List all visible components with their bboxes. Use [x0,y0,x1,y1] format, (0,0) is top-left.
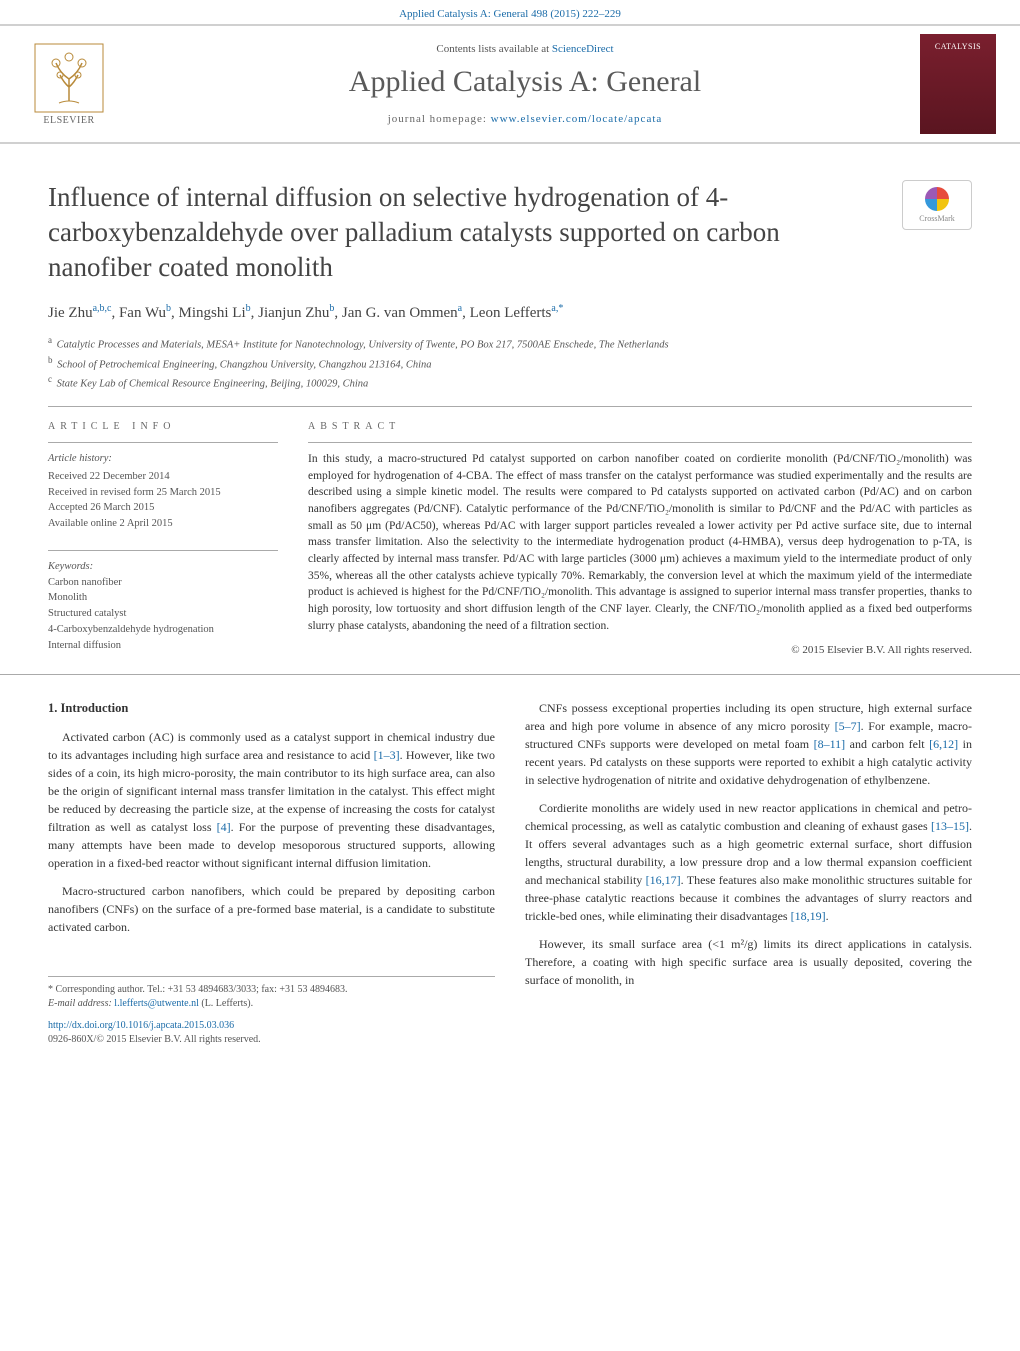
homepage-prefix: journal homepage: [388,113,491,125]
journal-cover-thumbnail: CATALYSIS [920,34,996,134]
right-column: CNFs possess exceptional properties incl… [525,699,972,1011]
keyword: Carbon nanofiber [48,575,278,591]
meta-abstract-row: article info Article history: Received 2… [0,407,1020,656]
cover-title: CATALYSIS [935,42,981,51]
history-line: Received 22 December 2014 [48,469,278,485]
body-paragraph: However, its small surface area (<1 m²/g… [525,935,972,989]
email-link[interactable]: l.lefferts@utwente.nl [114,998,199,1009]
crossmark-badge[interactable]: CrossMark [902,180,972,230]
left-column: 1. Introduction Activated carbon (AC) is… [48,699,495,1011]
article-info-label: article info [48,421,278,432]
running-header-link[interactable]: Applied Catalysis A: General 498 (2015) … [399,8,621,20]
keyword: Internal diffusion [48,638,278,654]
affiliation-a: a Catalytic Processes and Materials, MES… [48,334,972,353]
article-header: CrossMark Influence of internal diffusio… [0,144,1020,392]
sciencedirect-link[interactable]: ScienceDirect [552,43,614,55]
affiliation-c: c State Key Lab of Chemical Resource Eng… [48,373,972,392]
affiliations: a Catalytic Processes and Materials, MES… [48,334,972,392]
authors: Jie Zhua,b,c, Fan Wub, Mingshi Lib, Jian… [48,303,972,322]
keywords-block: Keywords: Carbon nanofiber Monolith Stru… [48,550,278,654]
email-tail: (L. Lefferts). [201,998,253,1009]
email-line: E-mail address: l.lefferts@utwente.nl (L… [48,997,495,1011]
journal-name: Applied Catalysis A: General [130,65,920,99]
crossmark-icon [925,187,949,211]
abstract-label: abstract [308,421,972,432]
email-label: E-mail address: [48,998,112,1009]
body-columns: 1. Introduction Activated carbon (AC) is… [0,674,1020,1011]
publisher-name: ELSEVIER [43,115,94,126]
corresponding-footnote: * Corresponding author. Tel.: +31 53 489… [48,976,495,1011]
abstract-copyright: © 2015 Elsevier B.V. All rights reserved… [308,644,972,656]
issn-line: 0926-860X/© 2015 Elsevier B.V. All right… [48,1034,261,1045]
homepage-link[interactable]: www.elsevier.com/locate/apcata [491,113,663,125]
article-title: Influence of internal diffusion on selec… [48,180,972,285]
affiliation-b: b School of Petrochemical Engineering, C… [48,354,972,373]
journal-homepage: journal homepage: www.elsevier.com/locat… [130,113,920,125]
keyword: Structured catalyst [48,606,278,622]
keyword: Monolith [48,590,278,606]
doi-link[interactable]: http://dx.doi.org/10.1016/j.apcata.2015.… [48,1020,234,1031]
article-history: Article history: Received 22 December 20… [48,442,278,532]
history-head: Article history: [48,451,278,467]
history-line: Accepted 26 March 2015 [48,500,278,516]
section-heading: 1. Introduction [48,699,495,718]
bottom-meta: http://dx.doi.org/10.1016/j.apcata.2015.… [0,1011,1020,1067]
publisher-logo: ELSEVIER [24,34,114,134]
body-paragraph: Cordierite monoliths are widely used in … [525,799,972,925]
history-line: Received in revised form 25 March 2015 [48,485,278,501]
history-line: Available online 2 April 2015 [48,516,278,532]
keyword: 4-Carboxybenzaldehyde hydrogenation [48,622,278,638]
body-paragraph: Macro-structured carbon nanofibers, whic… [48,882,495,936]
contents-available: Contents lists available at ScienceDirec… [130,43,920,55]
abstract-column: abstract In this study, a macro-structur… [308,421,972,656]
body-paragraph: CNFs possess exceptional properties incl… [525,699,972,789]
body-paragraph: Activated carbon (AC) is commonly used a… [48,728,495,872]
contents-prefix: Contents lists available at [436,43,551,55]
elsevier-tree-icon [34,43,104,113]
running-header: Applied Catalysis A: General 498 (2015) … [0,0,1020,24]
corresponding-line: * Corresponding author. Tel.: +31 53 489… [48,983,495,997]
keywords-head: Keywords: [48,559,278,575]
abstract-text: In this study, a macro-structured Pd cat… [308,442,972,634]
article-info-column: article info Article history: Received 2… [48,421,278,656]
crossmark-label: CrossMark [919,214,955,223]
journal-header: ELSEVIER Contents lists available at Sci… [0,24,1020,144]
